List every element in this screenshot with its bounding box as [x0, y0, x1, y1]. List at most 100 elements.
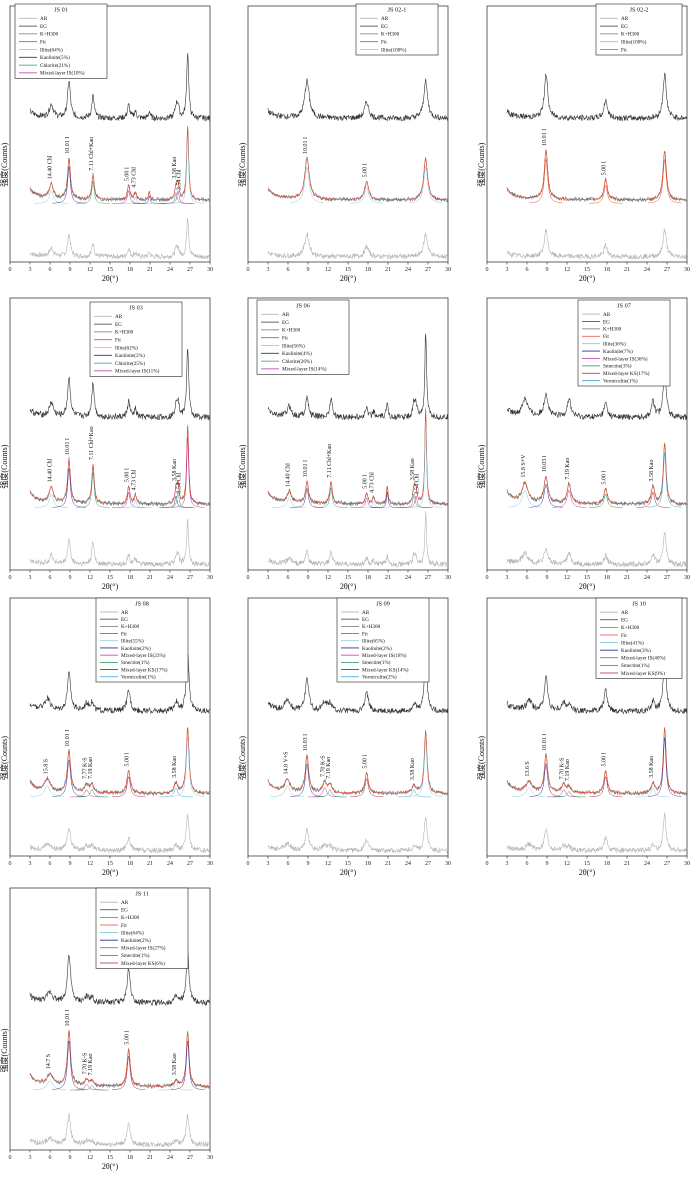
legend-entry: Kaolinite(2%) — [121, 937, 151, 944]
plot-area — [29, 53, 210, 260]
peak-annotation: 7.11 Chl+Kao — [89, 137, 95, 171]
series-fit — [29, 1030, 210, 1087]
legend-box — [256, 299, 350, 375]
legend-entry: Illite(62%) — [115, 344, 138, 351]
x-tick-label: 12 — [325, 861, 331, 867]
legend-box — [14, 3, 108, 79]
series-fit — [267, 731, 448, 794]
peak-annotation: 5.00 I — [602, 471, 608, 485]
component-peak — [52, 468, 86, 508]
series-ar — [29, 813, 210, 854]
x-tick-label: 6 — [287, 267, 290, 273]
x-tick-label: 0 — [9, 575, 12, 581]
legend-box — [89, 301, 183, 377]
x-tick-label: 30 — [207, 861, 213, 867]
peak-annotation: 4.73 Chl — [369, 472, 375, 493]
x-tick-label: 6 — [49, 1155, 52, 1161]
component-peak — [356, 501, 390, 508]
series-ar — [267, 231, 448, 260]
legend-entry: Vermiculite(1%) — [121, 674, 156, 681]
x-tick-label: 12 — [87, 575, 93, 581]
legend-entry: AR — [121, 900, 129, 906]
component-peak — [529, 762, 563, 797]
legend-entry: Fit — [362, 631, 368, 637]
x-tick-label: 24 — [405, 861, 411, 867]
component-peak — [636, 491, 670, 508]
peak-annotation: 14.40 Chl — [47, 155, 53, 179]
legend-entry: K+H300 — [282, 328, 301, 334]
plot-area — [267, 78, 448, 260]
peak-annotation: 7.70 K-S — [321, 755, 327, 777]
peak-annotation: 7.19 Kao — [88, 757, 94, 779]
x-tick-label: 27 — [425, 267, 431, 273]
component-peak — [52, 166, 86, 204]
component-peak — [159, 191, 193, 204]
x-tick-label: 15 — [584, 267, 590, 273]
series-fit — [29, 727, 210, 794]
chart-title: JS 02-1 — [388, 7, 407, 14]
series-eg — [506, 650, 687, 715]
legend-entry: Fit — [40, 39, 46, 45]
series-fit — [506, 149, 687, 201]
peak-annotation: 4.73 Chl — [131, 469, 137, 490]
x-tick-label: 9 — [546, 861, 549, 867]
legend-entry: EG — [621, 618, 628, 624]
series-eg — [506, 364, 687, 421]
x-tick-label: 3 — [29, 861, 32, 867]
legend-entry: AR — [603, 312, 611, 318]
series-eg — [267, 78, 448, 122]
legend-entry: Mixed-layer IS(27%) — [121, 945, 166, 952]
component-peak — [399, 495, 433, 508]
x-tick-label: 0 — [486, 575, 489, 581]
legend-entry: Illite(64%) — [121, 929, 144, 936]
component-peak — [75, 789, 109, 798]
series-kh300 — [267, 729, 448, 796]
series-eg — [29, 349, 210, 421]
x-tick-label: 12 — [564, 575, 570, 581]
legend-entry: Fit — [621, 633, 627, 639]
legend: JS 08 AREGK+H300FitIllite(55%)Kaolinite(2… — [95, 597, 189, 683]
x-tick-label: 15 — [107, 267, 113, 273]
x-tick-label: 27 — [664, 267, 670, 273]
x-axis-label: 2θ(°) — [102, 582, 119, 591]
series-kh300 — [267, 156, 448, 203]
series-kh300 — [506, 443, 687, 507]
series-fit — [506, 727, 687, 794]
peak-annotation: 7.11 Chl+Kao — [89, 426, 95, 460]
legend-entry: Fit — [121, 923, 127, 929]
chart-4: 0 3 6 9 12 15 18 21 24 27 30 2θ(°) 强度(Counts) 14.40 C… — [237, 297, 451, 591]
legend-entry: K+H300 — [115, 330, 134, 336]
peak-annotation: 5.00 I — [363, 475, 369, 489]
x-tick-label: 12 — [564, 861, 570, 867]
component-peak — [159, 787, 193, 798]
legend-entry: K+H300 — [381, 32, 400, 38]
legend-entry: Mixed-layer KS(6%) — [121, 960, 165, 967]
series-fit — [267, 157, 448, 201]
x-tick-label: 15 — [584, 575, 590, 581]
x-tick-label: 18 — [127, 1155, 133, 1161]
legend-entry: Illite(41%) — [621, 639, 644, 646]
x-axis-label: 2θ(°) — [102, 1162, 119, 1171]
component-peak — [118, 499, 152, 508]
x-tick-label: 3 — [267, 575, 270, 581]
component-peak — [552, 489, 586, 508]
component-peak — [512, 787, 546, 797]
legend-entry: Mixed-layer IS(11%) — [115, 368, 160, 375]
series-fit — [29, 126, 210, 201]
legend-entry: Smectite(1%) — [121, 659, 150, 666]
legend-entry: Fit — [115, 337, 121, 343]
x-tick-label: 0 — [486, 267, 489, 273]
plot-area — [29, 653, 210, 854]
chart-1: 0 3 6 9 12 15 18 21 24 27 30 2θ(°) 强度(Counts) 10.01 I… — [237, 3, 451, 283]
component-peak — [76, 181, 110, 204]
x-tick-label: 27 — [664, 575, 670, 581]
series-ar — [29, 519, 210, 568]
x-tick-label: 12 — [325, 575, 331, 581]
legend-entry: EG — [621, 24, 628, 30]
legend-entry: EG — [121, 617, 128, 623]
peak-annotation: 5.00 I — [125, 753, 131, 767]
component-peak — [118, 196, 152, 204]
peak-annotation: 7.19 Kao — [565, 458, 571, 480]
